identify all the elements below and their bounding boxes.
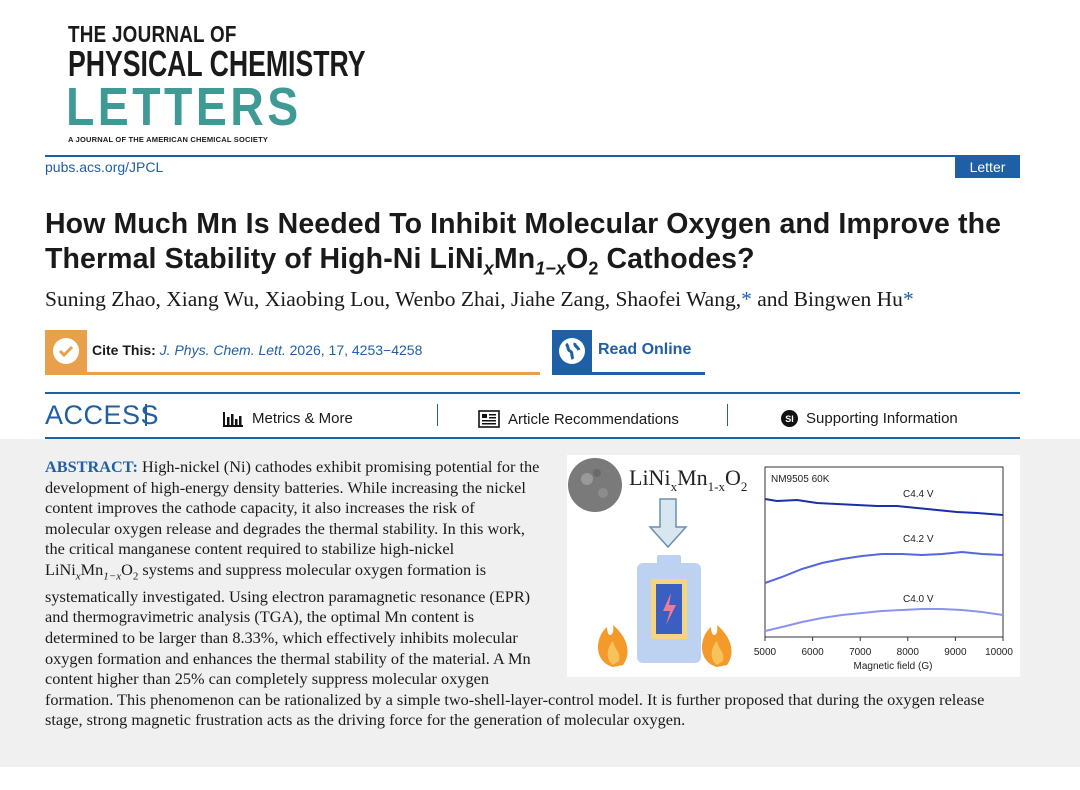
article-list-icon: [478, 410, 500, 428]
si-icon: SI: [781, 410, 798, 427]
abstract-1mx: 1−x: [103, 570, 122, 583]
xtick: 10000: [985, 647, 1013, 658]
article-type-badge: Letter: [955, 157, 1020, 178]
cite-check-icon: [45, 330, 87, 372]
journal-society-line: A JOURNAL OF THE AMERICAN CHEMICAL SOCIE…: [68, 135, 269, 144]
title-sub-x: x: [483, 258, 494, 279]
journal-masthead-line1: THE JOURNAL OF: [68, 21, 237, 47]
toolbar-divider: [437, 404, 438, 426]
series-label-c44: C4.4 V: [903, 489, 934, 500]
cite-details[interactable]: 2026, 17, 4253−4258: [285, 342, 423, 358]
access-rule-top: [45, 392, 1020, 394]
series-line-c42: [764, 550, 1004, 584]
title-end: Cathodes?: [598, 243, 755, 275]
xtick: 5000: [754, 647, 777, 658]
xtick: 9000: [944, 647, 967, 658]
xtick: 7000: [849, 647, 872, 658]
cite-this-box[interactable]: [45, 330, 540, 375]
epr-plot: NM9505 60K C4.4 V C4.2 V C4.0 V 5000 600…: [754, 466, 1013, 672]
read-online-label[interactable]: Read Online: [598, 341, 692, 358]
x-axis-label: Magnetic field (G): [854, 661, 933, 672]
toc-svg: LiNixMn1-xO2 NM9505 60K C4.4 V C4.2 V C4…: [568, 458, 1013, 672]
metrics-button[interactable]: Metrics & More: [222, 410, 353, 427]
article-title: How Much Mn Is Needed To Inhibit Molecul…: [45, 207, 1035, 279]
battery-icon: [657, 555, 681, 565]
xtick: 6000: [801, 647, 824, 658]
supporting-info-label: Supporting Information: [806, 410, 958, 427]
site-link[interactable]: pubs.acs.org/JPCL: [45, 159, 164, 175]
author-list: Suning Zhao, Xiang Wu, Xiaobing Lou, Wen…: [45, 287, 914, 312]
corresponding-mark[interactable]: *: [741, 287, 752, 311]
toc-graphic: LiNixMn1-xO2 NM9505 60K C4.4 V C4.2 V C4…: [567, 455, 1020, 677]
abstract-text: ABSTRACT: High-nickel (Ni) cathodes exhi…: [45, 457, 1020, 731]
abstract-x: x: [75, 570, 81, 583]
down-arrow-icon: [648, 498, 688, 549]
series-label-c42: C4.2 V: [903, 534, 934, 545]
series-line-c44: [764, 498, 1004, 516]
abstract-mn: Mn: [80, 559, 104, 579]
journal-masthead-line3: LETTERS: [66, 77, 302, 137]
metrics-label: Metrics & More: [252, 410, 353, 427]
abstract-2: 2: [132, 570, 139, 583]
recommendations-label: Article Recommendations: [508, 410, 679, 428]
particle-image: [568, 458, 622, 512]
authors-end: and Bingwen Hu: [751, 287, 903, 311]
plot-title: NM9505 60K: [771, 474, 830, 485]
access-label: ACCESS: [45, 400, 160, 430]
header-rule: [45, 155, 1020, 157]
toolbar-divider-2: [727, 404, 728, 426]
title-mn: Mn: [493, 243, 536, 275]
globe-icon: [552, 330, 592, 372]
authors-main: Suning Zhao, Xiang Wu, Xiaobing Lou, Wen…: [45, 287, 742, 311]
abstract-p1: High-nickel (Ni) cathodes exhibit promis…: [45, 457, 540, 579]
bar-chart-icon: [223, 411, 243, 427]
cite-label: Cite This:: [92, 342, 156, 358]
access-divider: [145, 404, 147, 426]
access-rule-bottom: [45, 437, 1020, 439]
toc-formula: LiNixMn1-xO2: [629, 465, 747, 494]
cite-text: Cite This: J. Phys. Chem. Lett. 2026, 17…: [92, 342, 422, 358]
cite-journal[interactable]: J. Phys. Chem. Lett.: [159, 342, 286, 358]
supporting-info-button[interactable]: SI Supporting Information: [781, 410, 958, 427]
abstract-o: O: [121, 559, 133, 579]
series-label-c40: C4.0 V: [903, 594, 934, 605]
title-sub-1mx: 1−x: [535, 258, 567, 279]
xtick: 8000: [897, 647, 920, 658]
read-online-button[interactable]: [552, 330, 705, 375]
recommendations-button[interactable]: Article Recommendations: [478, 410, 679, 428]
corresponding-mark-2[interactable]: *: [902, 287, 914, 311]
title-text: How Much Mn Is Needed To Inhibit Molecul…: [45, 208, 1002, 275]
title-sub-2: 2: [588, 258, 599, 279]
series-line-c40: [764, 608, 1004, 632]
abstract-lead: ABSTRACT:: [45, 457, 138, 476]
journal-masthead-line2: PHYSICAL CHEMISTRY: [68, 43, 366, 84]
title-o: O: [566, 243, 589, 275]
abstract-p2: systems and suppress molecular oxygen fo…: [45, 559, 985, 730]
